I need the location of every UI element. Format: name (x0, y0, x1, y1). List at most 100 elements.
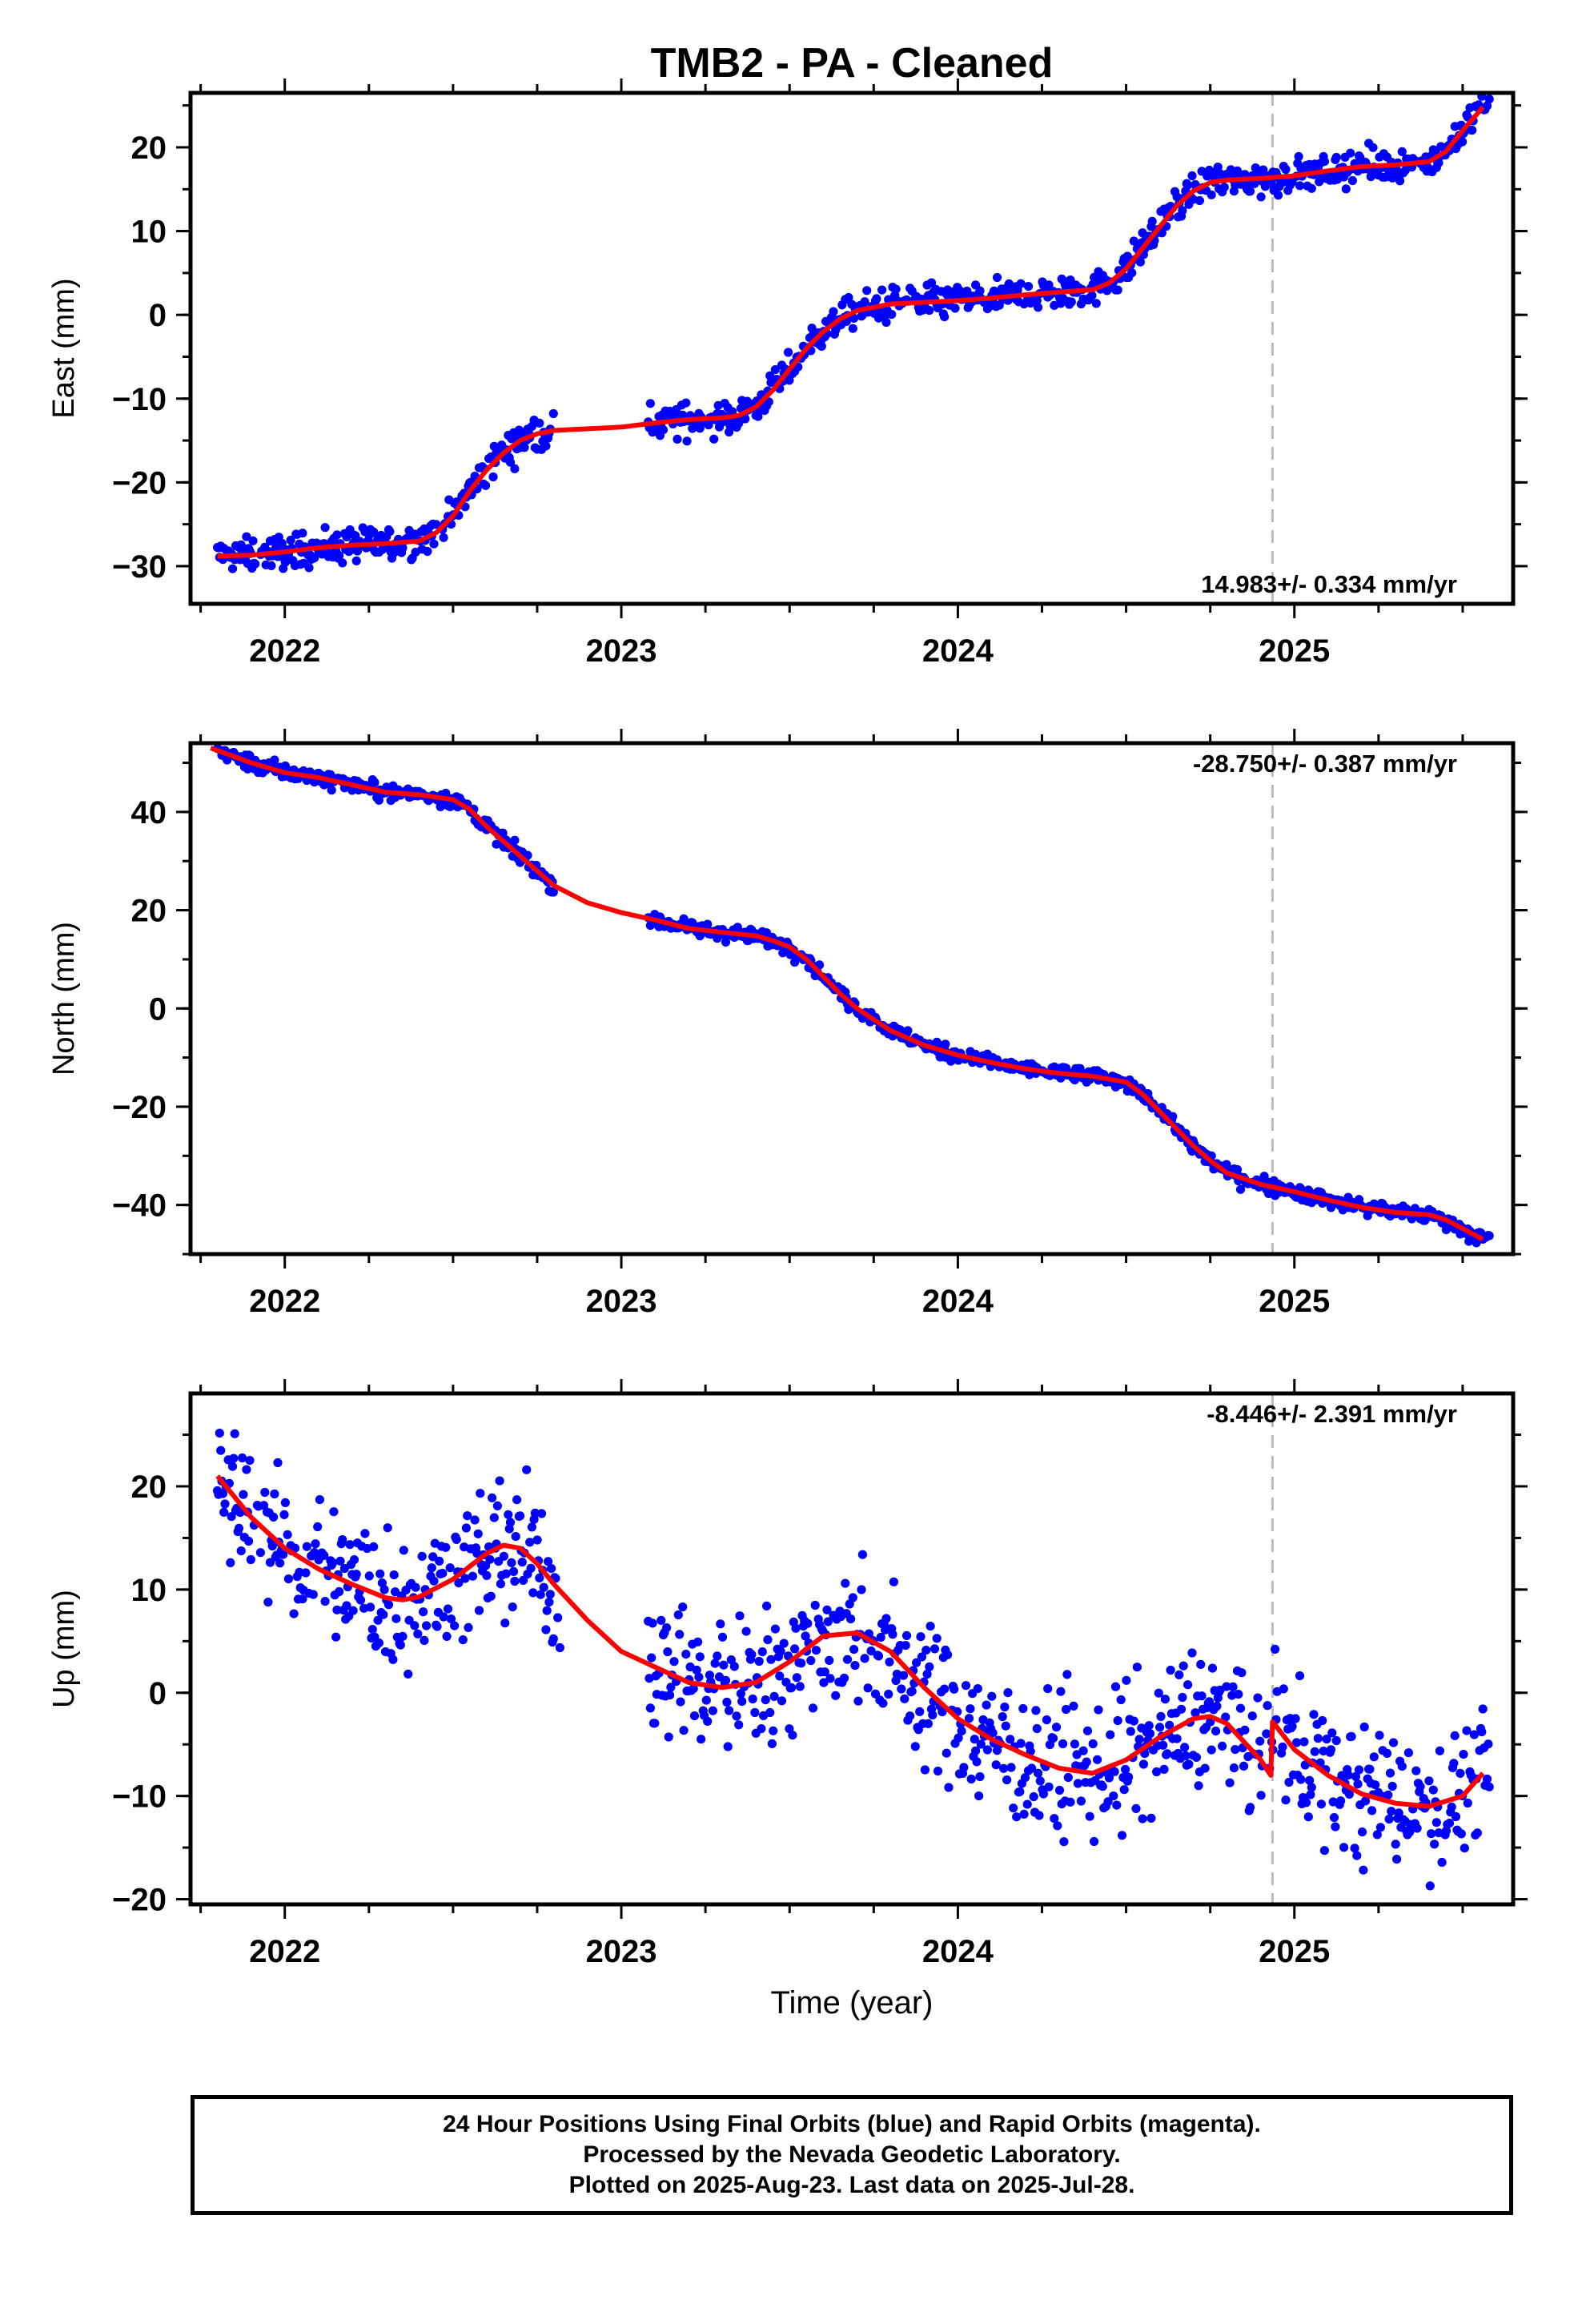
data-point (1213, 163, 1223, 172)
data-point (245, 1456, 255, 1466)
data-point (331, 1632, 341, 1642)
data-point (915, 1707, 925, 1716)
y-tick-label: −30 (112, 549, 167, 585)
data-point (1484, 94, 1494, 104)
data-point (1056, 1687, 1066, 1696)
data-point (1034, 303, 1043, 312)
data-point (1456, 1768, 1465, 1778)
data-point (770, 1624, 781, 1634)
data-point (829, 307, 838, 316)
data-point (230, 1429, 239, 1438)
data-point (429, 1576, 439, 1586)
data-point (1113, 1715, 1122, 1726)
data-point (1121, 1764, 1130, 1775)
data-point (1392, 1855, 1402, 1864)
data-point (898, 1671, 909, 1680)
data-point (694, 1672, 704, 1682)
data-point (1478, 1704, 1488, 1714)
data-point (1191, 1752, 1201, 1762)
data-point (1305, 1775, 1315, 1785)
data-point (1412, 1823, 1422, 1833)
x-axis-label: Time (year) (771, 1985, 934, 2020)
data-point (1087, 291, 1097, 300)
data-point (1331, 1735, 1341, 1746)
data-point (441, 1542, 451, 1552)
data-point (1256, 192, 1266, 202)
data-point (1219, 183, 1229, 192)
data-point (349, 1555, 359, 1565)
data-point (1262, 1729, 1271, 1739)
data-point (1138, 1814, 1147, 1823)
data-point (811, 1646, 821, 1655)
data-point (787, 1683, 797, 1693)
data-point (1160, 1695, 1170, 1704)
data-point (315, 1495, 324, 1505)
data-point (1229, 1763, 1239, 1773)
data-point (1387, 1781, 1397, 1791)
data-point (1158, 1740, 1168, 1750)
data-point (335, 551, 344, 561)
data-point (1347, 1731, 1356, 1741)
data-point (1112, 1800, 1122, 1810)
data-point (1403, 1748, 1413, 1758)
data-point (512, 1495, 522, 1505)
data-point (1029, 1792, 1038, 1802)
data-point (1469, 1730, 1479, 1739)
data-point (1228, 1682, 1238, 1691)
data-point (987, 1691, 997, 1701)
plot-frame (188, 90, 1516, 606)
data-point (844, 292, 853, 303)
data-point (916, 1632, 926, 1642)
data-point (1484, 1231, 1494, 1240)
data-point (1287, 1722, 1297, 1731)
data-point (525, 1538, 535, 1547)
data-point (1106, 1730, 1115, 1739)
data-point (1129, 1716, 1138, 1726)
data-point (848, 324, 857, 333)
data-point (722, 1697, 732, 1707)
data-point (1048, 1734, 1058, 1743)
y-tick-label: −40 (112, 1188, 167, 1224)
y-axis: −40 −20 0 20 40 (112, 762, 1528, 1256)
x-axis: 2022 2023 2024 2025 (199, 78, 1464, 669)
data-point (432, 1622, 442, 1631)
x-axis: 2022 2023 2024 2025 (199, 1379, 1464, 1969)
data-point (766, 1655, 776, 1664)
data-point (1187, 171, 1197, 181)
data-point (517, 1558, 527, 1567)
data-point (1458, 137, 1468, 147)
data-point (339, 1564, 349, 1574)
data-point (1299, 1737, 1309, 1747)
data-point (442, 1631, 452, 1641)
data-point (267, 1541, 277, 1551)
data-point (792, 1673, 801, 1683)
data-point (1066, 297, 1076, 307)
data-point (938, 1707, 947, 1717)
data-point (676, 1697, 685, 1707)
data-point (547, 1564, 556, 1574)
data-point (857, 1550, 867, 1559)
data-point (242, 1465, 251, 1474)
data-point (1062, 1704, 1071, 1715)
y-tick-label: −10 (112, 1779, 167, 1815)
data-point (1006, 1735, 1015, 1744)
data-point (1232, 1164, 1243, 1175)
data-point (548, 887, 558, 897)
data-point (900, 1694, 909, 1703)
data-point (520, 443, 529, 452)
data-point (825, 1674, 835, 1683)
data-point (888, 1630, 897, 1639)
data-point (417, 1551, 427, 1561)
data-point (1166, 1665, 1175, 1675)
y-tick-label: 0 (149, 298, 167, 333)
data-point (669, 1657, 679, 1667)
data-point (460, 1574, 470, 1583)
data-point (1472, 1828, 1482, 1838)
data-point (944, 1783, 954, 1792)
data-point (446, 1614, 456, 1624)
data-point (482, 1570, 492, 1580)
data-point (1159, 1764, 1169, 1774)
data-point (1397, 1762, 1407, 1771)
data-point (1344, 1789, 1354, 1799)
data-point (1070, 1739, 1079, 1749)
